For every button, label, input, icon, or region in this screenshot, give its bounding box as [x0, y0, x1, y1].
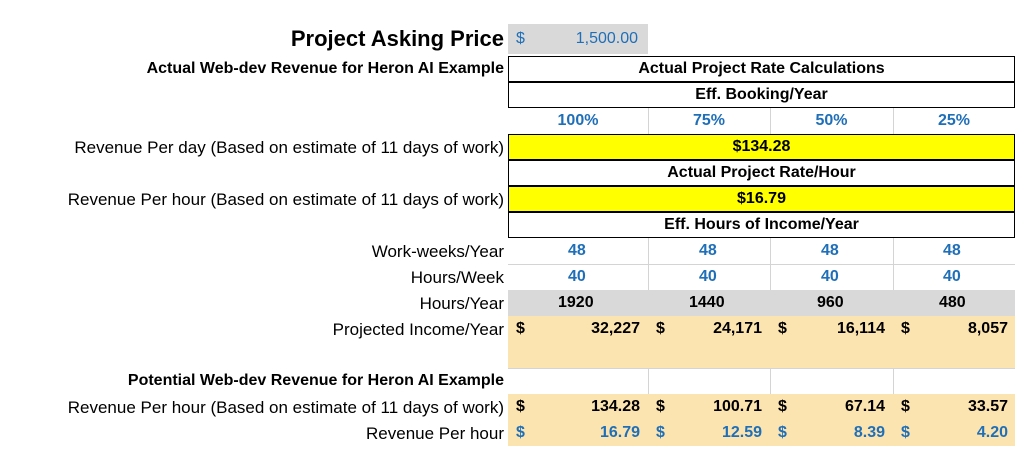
work-weeks-label: Work-weeks/Year — [371, 241, 504, 261]
currency-symbol: $ — [516, 320, 525, 337]
hours-year-value[interactable]: 480 — [939, 294, 966, 311]
currency-symbol: $ — [656, 424, 665, 441]
work-weeks-value[interactable]: 48 — [699, 242, 717, 259]
projected-income-label: Projected Income/Year — [332, 319, 504, 339]
actual-rate-title: Actual Project Rate Calculations — [508, 56, 1015, 82]
revenue-per-day-label: Revenue Per day (Based on estimate of 11… — [74, 137, 504, 157]
booking-percent: 75% — [692, 112, 726, 129]
potential-section-title: Potential Web-dev Revenue for Heron AI E… — [127, 372, 504, 389]
actual-section-title: Actual Web-dev Revenue for Heron AI Exam… — [146, 60, 504, 77]
projected-income-value[interactable]: 16,114 — [836, 320, 885, 337]
hours-year-label: Hours/Year — [419, 293, 504, 313]
booking-title: Eff. Booking/Year — [508, 82, 1015, 108]
hours-week-label: Hours/Week — [410, 267, 504, 287]
currency-symbol: $ — [778, 398, 787, 415]
currency-symbol: $ — [901, 398, 910, 415]
projected-income-value[interactable]: 8,057 — [967, 320, 1008, 337]
hours-income-title: Eff. Hours of Income/Year — [508, 212, 1015, 238]
projected-income-row — [508, 316, 1015, 342]
currency-symbol: $ — [656, 398, 665, 415]
potential-rev-hour-value[interactable]: 8.39 — [853, 424, 885, 441]
currency-symbol: $ — [901, 320, 910, 337]
projected-income-value[interactable]: 24,171 — [713, 320, 762, 337]
currency-symbol: $ — [516, 424, 525, 441]
work-weeks-value[interactable]: 48 — [943, 242, 961, 259]
currency-symbol: $ — [901, 424, 910, 441]
work-weeks-value[interactable]: 48 — [568, 242, 586, 259]
potential-rev-hour-value[interactable]: 4.20 — [976, 424, 1008, 441]
hours-week-value[interactable]: 40 — [943, 268, 961, 285]
booking-percent: 50% — [815, 112, 848, 129]
gridline — [648, 108, 649, 134]
potential-rev-hour-est-value[interactable]: 33.57 — [967, 398, 1008, 415]
potential-rev-hour-est-value[interactable]: 134.28 — [591, 398, 640, 415]
potential-rev-hour-label: Revenue Per hour — [366, 423, 504, 443]
currency-symbol: $ — [516, 398, 525, 415]
asking-price-currency: $ — [516, 30, 525, 47]
hours-week-value[interactable]: 40 — [568, 268, 586, 285]
hours-year-row — [508, 290, 1015, 316]
hours-week-value[interactable]: 40 — [821, 268, 839, 285]
revenue-per-hour-value[interactable]: $16.79 — [508, 186, 1015, 212]
hours-week-value[interactable]: 40 — [699, 268, 717, 285]
hours-year-value[interactable]: 1440 — [689, 294, 725, 311]
asking-price-cell[interactable]: $ 1,500.00 — [508, 24, 648, 54]
asking-price-label: Project Asking Price — [290, 26, 504, 51]
currency-symbol: $ — [778, 424, 787, 441]
spacer-row — [508, 342, 1015, 368]
booking-percent: 100% — [557, 112, 599, 129]
potential-rev-hour-value[interactable]: 16.79 — [599, 424, 640, 441]
gridline — [893, 108, 894, 134]
projected-income-value[interactable]: 32,227 — [591, 320, 640, 337]
gridline — [508, 368, 1015, 369]
potential-rev-hour-est-value[interactable]: 100.71 — [713, 398, 762, 415]
hours-year-value[interactable]: 960 — [817, 294, 844, 311]
potential-rev-hour-est-value[interactable]: 67.14 — [844, 398, 885, 415]
potential-rev-hour-value[interactable]: 12.59 — [721, 424, 762, 441]
hours-year-value[interactable]: 1920 — [558, 294, 594, 311]
revenue-per-hour-label: Revenue Per hour (Based on estimate of 1… — [67, 189, 504, 209]
currency-symbol: $ — [778, 320, 787, 337]
potential-rows-bg — [508, 394, 1015, 446]
currency-symbol: $ — [656, 320, 665, 337]
rate-hour-title: Actual Project Rate/Hour — [508, 160, 1015, 186]
booking-percent: 25% — [937, 112, 971, 129]
gridline — [508, 264, 1015, 265]
gridline — [770, 108, 771, 134]
revenue-per-day-value[interactable]: $134.28 — [508, 134, 1015, 160]
asking-price-value: 1,500.00 — [575, 30, 638, 47]
work-weeks-value[interactable]: 48 — [821, 242, 839, 259]
potential-rev-hour-est-label: Revenue Per hour (Based on estimate of 1… — [67, 397, 504, 417]
